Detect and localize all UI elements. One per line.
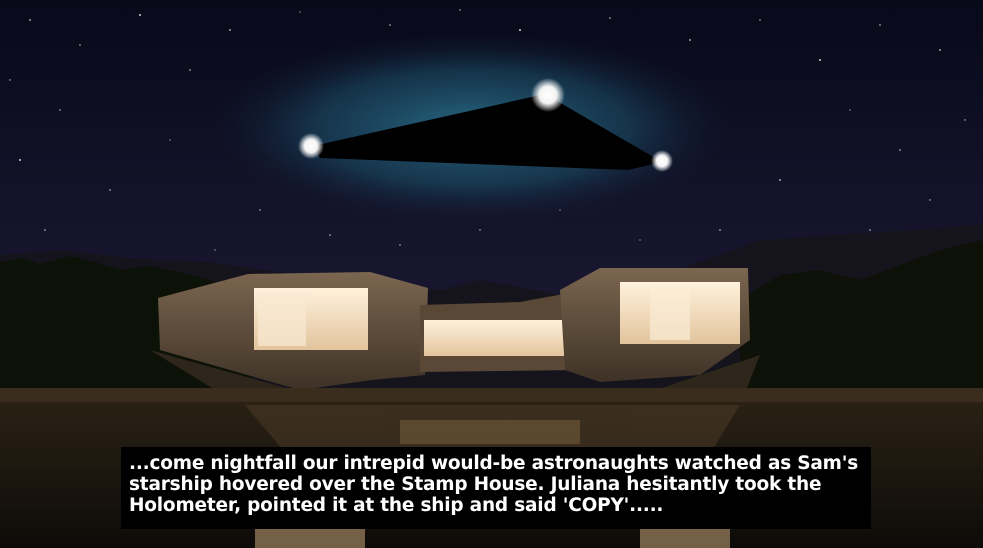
ship-light-top — [531, 78, 565, 112]
stars — [9, 9, 966, 251]
trees-right — [740, 240, 983, 392]
caption-text: ...come nightfall our intrepid would-be … — [129, 453, 859, 516]
caption-box: ...come nightfall our intrepid would-be … — [121, 447, 871, 529]
shoreline — [0, 388, 983, 404]
ship-light-right — [651, 150, 673, 172]
ship-light-left — [298, 133, 324, 159]
triangular-starship — [313, 94, 662, 170]
